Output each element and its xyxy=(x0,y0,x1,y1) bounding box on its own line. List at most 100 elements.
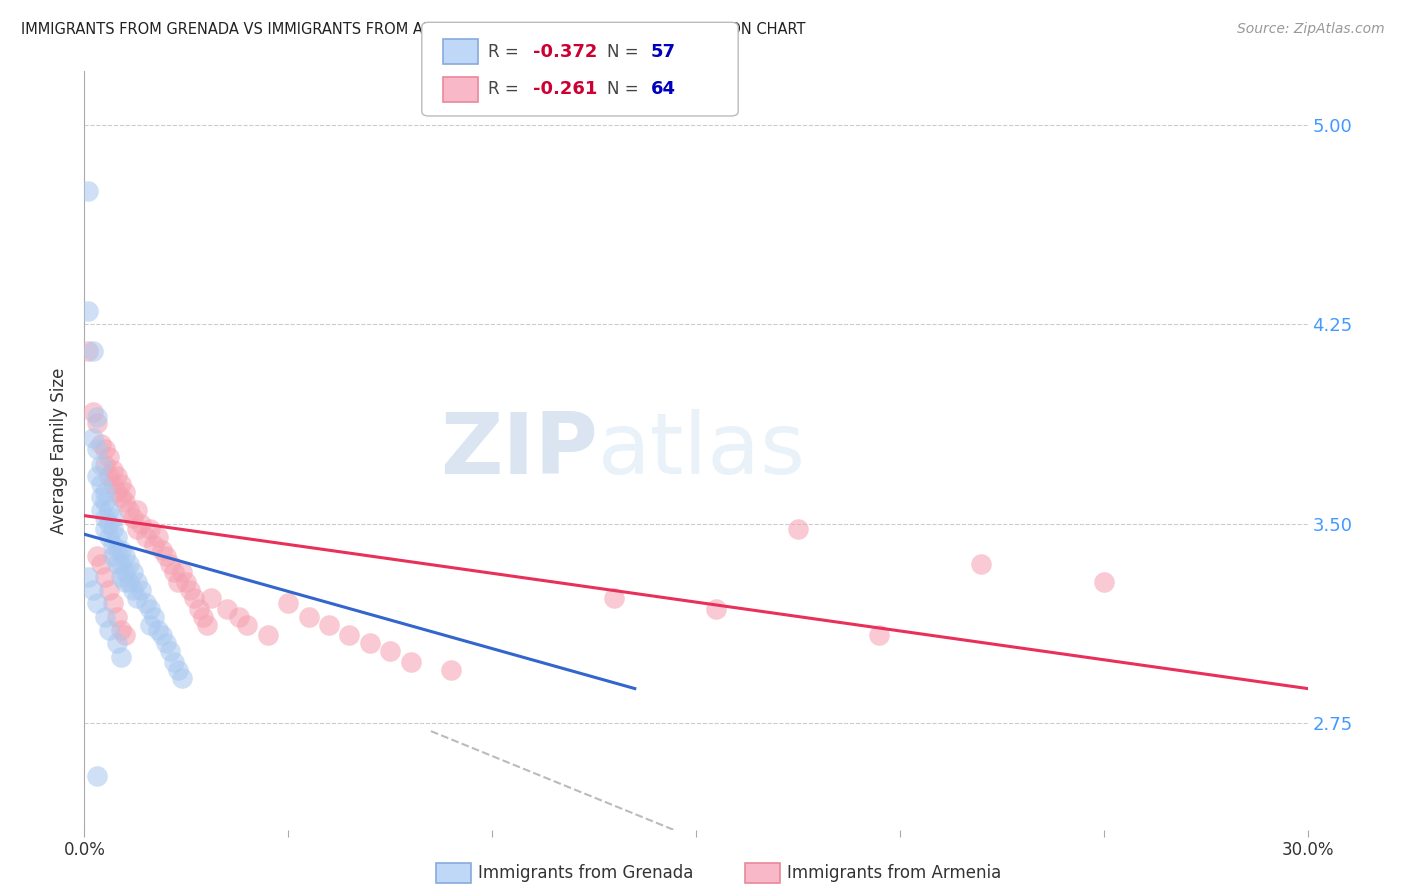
Point xyxy=(122,583,145,598)
Text: IMMIGRANTS FROM GRENADA VS IMMIGRANTS FROM ARMENIA AVERAGE FAMILY SIZE CORRELATI: IMMIGRANTS FROM GRENADA VS IMMIGRANTS FR… xyxy=(21,22,806,37)
Point xyxy=(167,663,190,677)
Point xyxy=(138,522,160,536)
Point xyxy=(200,591,222,606)
Point xyxy=(93,522,115,536)
Point xyxy=(318,617,340,632)
Point xyxy=(114,495,136,509)
Point xyxy=(118,557,141,571)
Point xyxy=(706,601,728,615)
Point xyxy=(101,596,124,610)
Point xyxy=(93,570,115,584)
Text: Source: ZipAtlas.com: Source: ZipAtlas.com xyxy=(1237,22,1385,37)
Text: Immigrants from Grenada: Immigrants from Grenada xyxy=(478,864,693,882)
Point xyxy=(150,543,173,558)
Point xyxy=(86,410,108,425)
Point xyxy=(114,549,136,563)
Point xyxy=(110,557,132,571)
Point xyxy=(86,416,108,430)
Y-axis label: Average Family Size: Average Family Size xyxy=(51,368,69,533)
Point xyxy=(167,575,190,590)
Point xyxy=(101,522,124,536)
Point xyxy=(93,458,115,472)
Point xyxy=(110,623,132,637)
Text: ZIP: ZIP xyxy=(440,409,598,492)
Point xyxy=(179,583,201,598)
Point xyxy=(90,490,112,504)
Point xyxy=(97,530,120,544)
Point xyxy=(114,575,136,590)
Point xyxy=(131,583,153,598)
Point xyxy=(105,557,128,571)
Point xyxy=(77,570,100,584)
Point xyxy=(110,570,132,584)
Point xyxy=(257,628,280,642)
Point xyxy=(159,644,181,658)
Point xyxy=(93,442,115,457)
Point xyxy=(93,511,115,525)
Point xyxy=(122,565,145,579)
Point xyxy=(127,503,149,517)
Point xyxy=(97,583,120,598)
Point xyxy=(217,601,239,615)
Text: R =: R = xyxy=(488,80,524,98)
Point xyxy=(187,601,209,615)
Point xyxy=(82,432,104,446)
Point xyxy=(191,609,214,624)
Text: N =: N = xyxy=(607,80,644,98)
Point xyxy=(97,468,120,483)
Point xyxy=(90,437,112,451)
Point xyxy=(159,557,181,571)
Point xyxy=(298,609,321,624)
Point xyxy=(77,303,100,318)
Point xyxy=(77,184,100,198)
Point xyxy=(90,458,112,472)
Text: -0.372: -0.372 xyxy=(533,43,598,61)
Text: R =: R = xyxy=(488,43,524,61)
Point xyxy=(163,655,186,669)
Point xyxy=(380,644,402,658)
Point xyxy=(155,636,177,650)
Point xyxy=(127,522,149,536)
Point xyxy=(142,609,165,624)
Point xyxy=(86,769,108,783)
Point xyxy=(82,343,104,358)
Point xyxy=(135,596,157,610)
Point xyxy=(105,636,128,650)
Point xyxy=(127,575,149,590)
Point xyxy=(172,565,194,579)
Point xyxy=(339,628,361,642)
Point xyxy=(118,503,141,517)
Point xyxy=(101,549,124,563)
Point xyxy=(155,549,177,563)
Point xyxy=(122,511,145,525)
Point xyxy=(150,628,173,642)
Point xyxy=(114,628,136,642)
Point xyxy=(146,623,169,637)
Text: Immigrants from Armenia: Immigrants from Armenia xyxy=(787,864,1001,882)
Point xyxy=(93,495,115,509)
Point xyxy=(101,511,124,525)
Point xyxy=(97,450,120,464)
Point xyxy=(399,655,422,669)
Point xyxy=(97,516,120,531)
Point xyxy=(174,575,197,590)
Point xyxy=(195,617,218,632)
Point xyxy=(77,343,100,358)
Point xyxy=(228,609,250,624)
Point xyxy=(183,591,205,606)
Text: -0.261: -0.261 xyxy=(533,80,598,98)
Point xyxy=(105,530,128,544)
Text: 57: 57 xyxy=(651,43,676,61)
Point xyxy=(90,557,112,571)
Point xyxy=(1092,575,1115,590)
Point xyxy=(110,490,132,504)
Point xyxy=(138,617,160,632)
Point xyxy=(90,503,112,517)
Text: N =: N = xyxy=(607,43,644,61)
Point xyxy=(90,476,112,491)
Point xyxy=(82,583,104,598)
Point xyxy=(146,530,169,544)
Point xyxy=(787,522,810,536)
Point xyxy=(93,609,115,624)
Point xyxy=(118,575,141,590)
